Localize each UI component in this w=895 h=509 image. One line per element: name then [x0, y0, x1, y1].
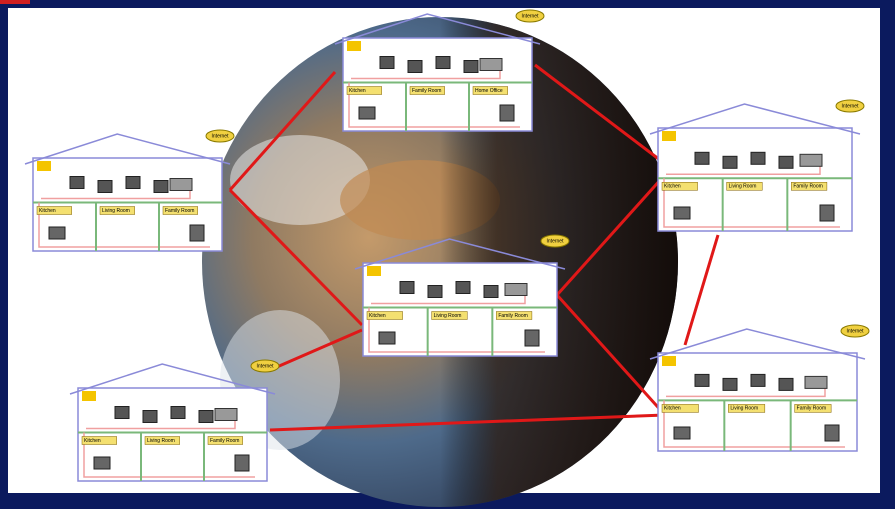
computer [751, 374, 765, 386]
internet-label: Internet [257, 363, 275, 369]
gateway-label [662, 356, 676, 366]
computer [723, 156, 737, 168]
computer [779, 378, 793, 390]
computer [436, 57, 450, 69]
computer [190, 225, 204, 241]
gateway-label [82, 391, 96, 401]
computer [464, 61, 478, 73]
room-label: Kitchen [664, 184, 681, 190]
computer [674, 207, 690, 219]
computer [484, 286, 498, 298]
computer [674, 427, 690, 439]
computer [98, 181, 112, 193]
room-label: Family Room [797, 406, 826, 412]
gateway-label [37, 161, 51, 171]
room-label: Family Room [498, 313, 527, 319]
gateway-label [367, 266, 381, 276]
internet-label: Internet [212, 133, 230, 139]
internet-label: Internet [842, 103, 860, 109]
printer [805, 376, 827, 388]
computer [70, 177, 84, 189]
printer [480, 59, 502, 71]
room-label: Living Room [730, 406, 758, 412]
slide: Internet Kitchen Family Room Home Office Int… [0, 0, 895, 509]
room-label: Kitchen [39, 208, 56, 214]
room-label: Living Room [729, 184, 757, 190]
computer [400, 282, 414, 294]
computer [695, 374, 709, 386]
computer [171, 407, 185, 419]
room-label: Kitchen [369, 313, 386, 319]
computer [126, 177, 140, 189]
room-label: Living Room [102, 208, 130, 214]
computer [359, 107, 375, 119]
corner-accent [0, 0, 30, 4]
room-label: Kitchen [349, 88, 366, 94]
room-label: Family Room [165, 208, 194, 214]
computer [695, 152, 709, 164]
computer [500, 105, 514, 121]
computer [456, 282, 470, 294]
computer [751, 152, 765, 164]
computer [235, 455, 249, 471]
computer [525, 330, 539, 346]
room-label: Living Room [434, 313, 462, 319]
room-label: Family Room [793, 184, 822, 190]
internet-label: Internet [522, 13, 540, 19]
computer [199, 411, 213, 423]
printer [170, 179, 192, 191]
room-label: Kitchen [84, 438, 101, 444]
computer [825, 425, 839, 441]
gateway-label [347, 41, 361, 51]
gateway-label [662, 131, 676, 141]
computer [115, 407, 129, 419]
computer [428, 286, 442, 298]
computer [408, 61, 422, 73]
room-label: Home Office [475, 88, 503, 94]
room-label: Living Room [147, 438, 175, 444]
computer [154, 181, 168, 193]
internet-label: Internet [547, 238, 565, 244]
room-label: Family Room [210, 438, 239, 444]
printer [215, 409, 237, 421]
printer [800, 154, 822, 166]
printer [505, 284, 527, 296]
computer [49, 227, 65, 239]
room-label: Family Room [412, 88, 441, 94]
computer [380, 57, 394, 69]
computer [94, 457, 110, 469]
computer [143, 411, 157, 423]
internet-label: Internet [847, 328, 865, 334]
room-label: Kitchen [664, 406, 681, 412]
computer [820, 205, 834, 221]
computer [723, 378, 737, 390]
computer [779, 156, 793, 168]
computer [379, 332, 395, 344]
